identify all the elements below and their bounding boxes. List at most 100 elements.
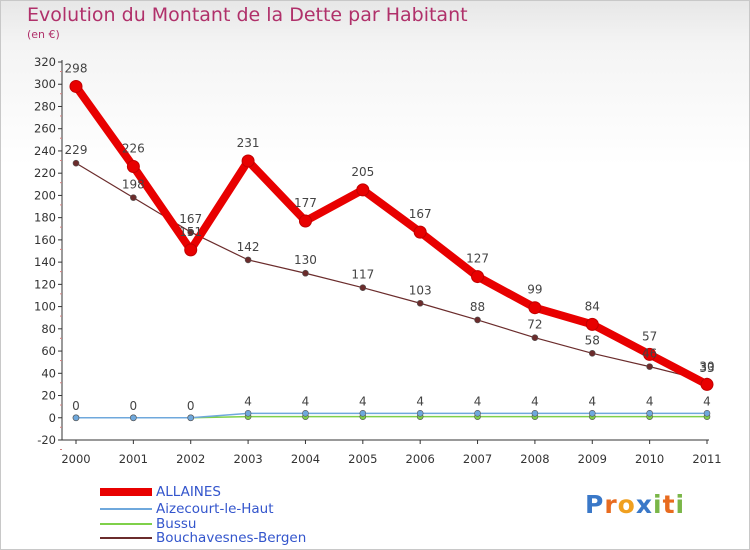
x-tick-label: 2004: [291, 452, 320, 466]
data-label: 177: [294, 196, 317, 210]
series-point-0: [356, 183, 370, 197]
series-point-0: [413, 225, 427, 239]
x-tick-label: 2000: [61, 452, 90, 466]
data-label: 117: [351, 268, 374, 282]
data-label: 4: [531, 394, 539, 408]
series-point-1: [588, 410, 596, 417]
y-tick-label: 180: [34, 211, 56, 225]
logo-letter: i: [653, 490, 663, 519]
legend-label: Bouchavesnes-Bergen: [156, 529, 307, 546]
y-tick-label: 240: [34, 144, 56, 158]
legend-swatch: [100, 507, 152, 510]
data-label: 4: [703, 394, 711, 408]
y-tick-label: 280: [34, 99, 56, 113]
y-tick-label: 0: [49, 411, 56, 425]
legend-item: Bussu: [100, 515, 197, 532]
series-point-3: [646, 363, 653, 370]
y-tick-label: 120: [34, 277, 56, 291]
data-label: 0: [130, 399, 138, 413]
series-point-3: [187, 228, 195, 236]
data-label: 84: [585, 299, 600, 313]
x-tick-label: 2001: [119, 452, 148, 466]
legend-label: Aizecourt-le-Haut: [156, 500, 274, 517]
legend-label: Bussu: [156, 515, 197, 532]
logo-letter: t: [662, 490, 676, 519]
series-point-3: [244, 256, 252, 264]
logo-letter: o: [617, 490, 636, 519]
proxiti-logo: Proxiti: [585, 490, 685, 519]
x-tick-label: 2010: [635, 452, 664, 466]
y-tick-label: 200: [34, 188, 56, 202]
y-tick-label: 140: [34, 255, 56, 269]
data-label: 4: [588, 394, 596, 408]
y-tick-label: 60: [41, 344, 56, 358]
y-tick-label: 300: [34, 77, 56, 91]
series-point-0: [643, 347, 657, 361]
data-label: 58: [585, 333, 600, 347]
y-tick-label: 100: [34, 300, 56, 314]
y-tick-label: -20: [37, 433, 56, 447]
series-line-1: [75, 412, 708, 419]
series-point-0: [69, 79, 83, 93]
data-label: 231: [237, 136, 260, 150]
chart-unit-label: (en €): [27, 28, 60, 41]
y-tick-label: 220: [34, 166, 56, 180]
legend-item: Bouchavesnes-Bergen: [100, 529, 307, 546]
data-label: 298: [65, 61, 88, 75]
data-label: 205: [351, 165, 374, 179]
data-label: 4: [244, 394, 252, 408]
data-label: 127: [466, 252, 489, 266]
x-tick-label: 2011: [692, 452, 721, 466]
x-tick-label: 2006: [406, 452, 435, 466]
data-label: 72: [527, 318, 542, 332]
series-point-1: [703, 410, 711, 417]
logo-letter: r: [604, 490, 618, 519]
series-point-1: [130, 414, 137, 422]
data-label: 33: [699, 361, 714, 375]
data-label: 4: [474, 394, 482, 408]
series-point-1: [244, 410, 252, 417]
legend-swatch: [100, 487, 152, 496]
y-tick-label: 260: [34, 122, 56, 136]
series-point-3: [130, 194, 137, 201]
series-point-3: [588, 349, 596, 357]
series-point-3: [302, 269, 309, 277]
data-label: 30: [699, 359, 714, 373]
chart-title: Evolution du Montant de la Dette par Hab…: [27, 4, 468, 26]
data-label: 57: [642, 329, 657, 343]
x-tick-label: 2002: [176, 452, 205, 466]
y-tick-label: 160: [34, 233, 56, 247]
series-point-3: [416, 299, 424, 307]
series-point-1: [531, 410, 539, 417]
x-tick-label: 2009: [578, 452, 607, 466]
series-point-3: [531, 334, 539, 342]
legend-label: ALLAINES: [156, 483, 222, 500]
data-label: 151: [179, 225, 202, 239]
legend-item: Aizecourt-le-Haut: [100, 500, 274, 517]
series-point-1: [416, 410, 424, 417]
series-line-3: [75, 162, 708, 382]
series-point-0: [298, 214, 312, 228]
logo-letter: i: [675, 490, 686, 519]
data-label: 0: [72, 399, 80, 413]
data-label: 4: [302, 394, 310, 408]
x-tick-label: 2003: [233, 452, 262, 466]
data-label: 167: [409, 207, 432, 221]
series-line-0: [72, 82, 711, 389]
series-point-1: [646, 410, 653, 417]
data-label: 229: [65, 143, 88, 157]
data-label: 88: [470, 300, 485, 314]
logo-letter: x: [635, 490, 653, 519]
data-label: 46: [642, 347, 657, 361]
data-label: 130: [294, 253, 317, 267]
data-label: 167: [179, 212, 202, 226]
x-tick-label: 2007: [463, 452, 492, 466]
y-tick-label: 40: [41, 366, 56, 380]
x-tick-label: 2005: [348, 452, 377, 466]
series-point-1: [302, 410, 309, 417]
series-point-0: [528, 301, 542, 315]
series-point-3: [72, 159, 80, 167]
series-point-0: [471, 270, 485, 284]
